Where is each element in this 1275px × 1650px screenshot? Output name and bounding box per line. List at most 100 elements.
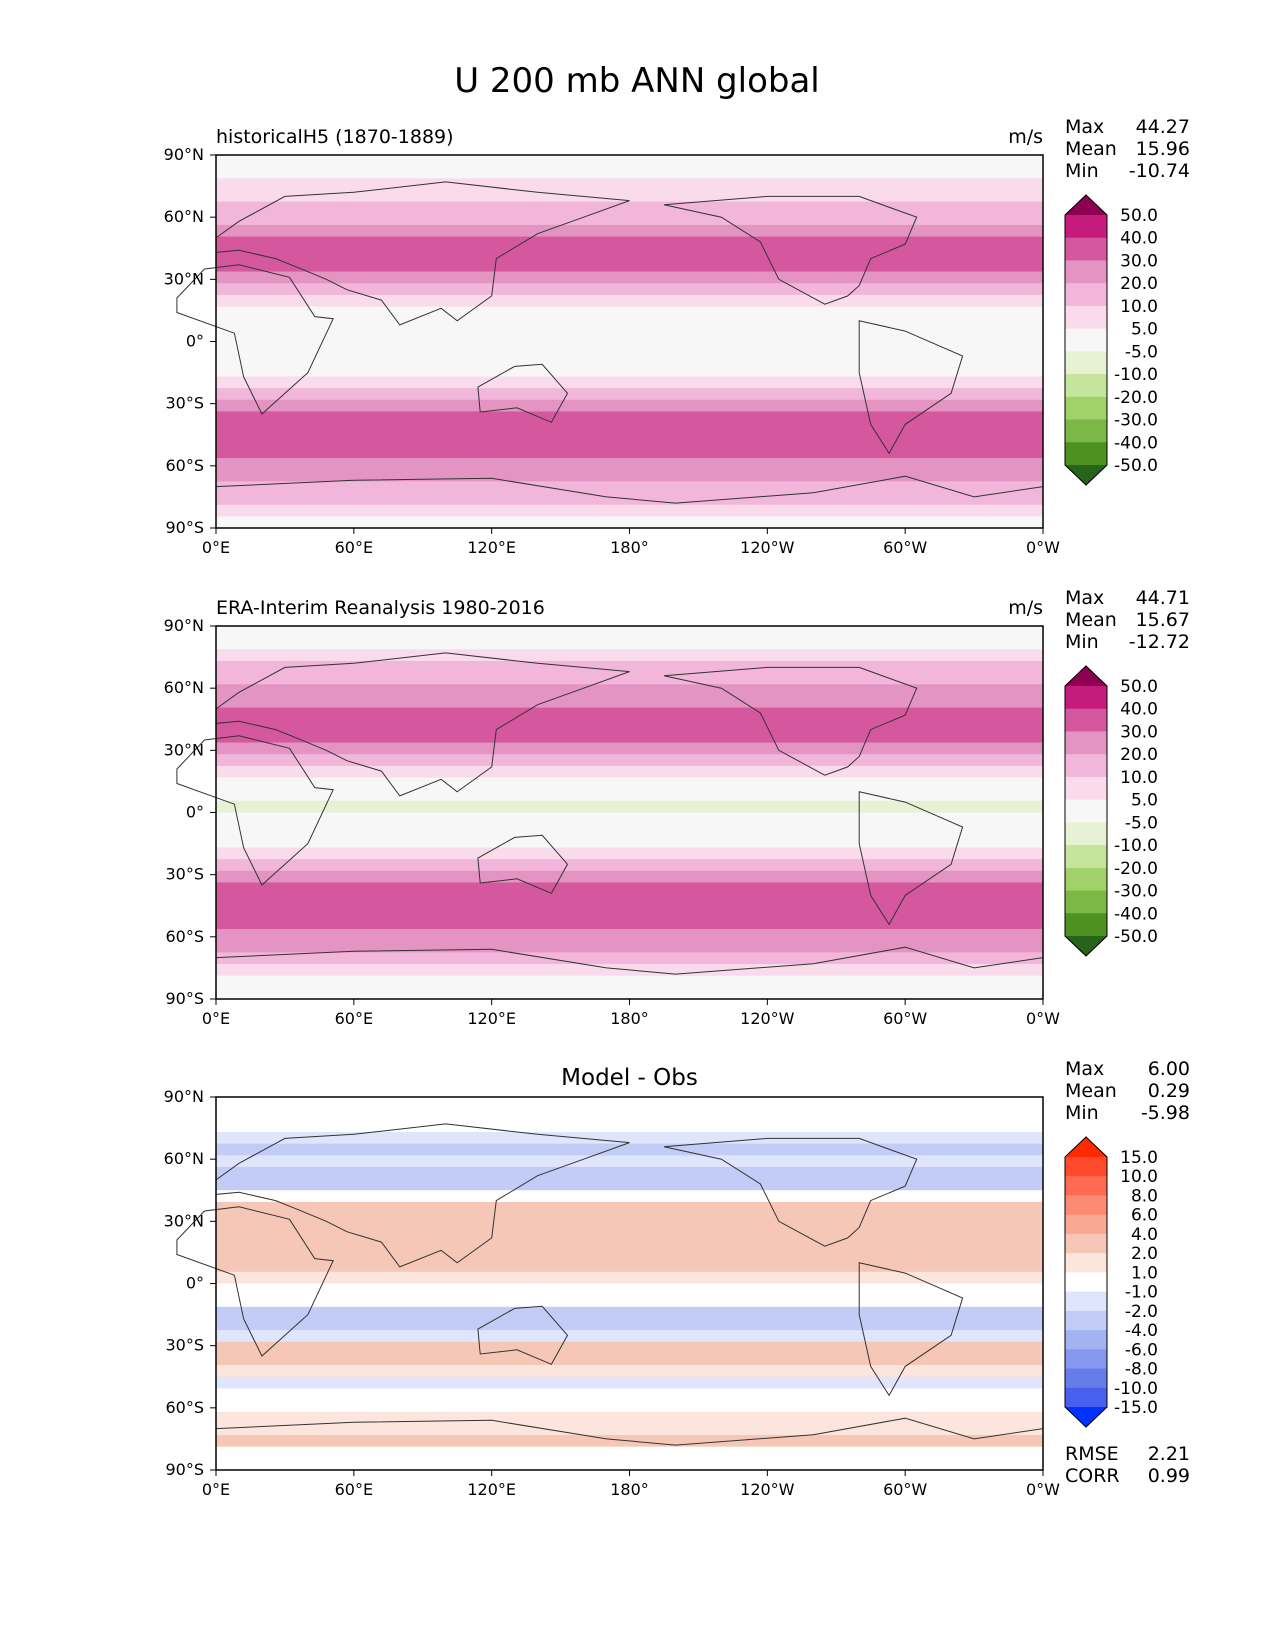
zonal-band [216, 929, 1043, 942]
zonal-band [216, 672, 1043, 685]
zonal-band [216, 458, 1043, 471]
zonal-band [216, 283, 1043, 296]
colorbar-label: -20.0 [1114, 859, 1158, 879]
zonal-band [216, 236, 1043, 249]
colorbar-segment [1065, 845, 1107, 869]
x-tick-label: 60°E [335, 538, 373, 557]
y-tick-label: 30°S [165, 1336, 204, 1355]
stat-label: Max [1065, 587, 1104, 609]
colorbar-label: -15.0 [1114, 1398, 1158, 1418]
zonal-band [216, 178, 1043, 191]
colorbar-label: 10.0 [1120, 297, 1158, 317]
colorbar-segment [1065, 1291, 1107, 1312]
zonal-band [216, 1295, 1043, 1308]
y-tick-label: 30°N [164, 740, 204, 759]
colorbar-label: -4.0 [1125, 1321, 1158, 1341]
coastline [215, 181, 630, 326]
colorbar-label: 30.0 [1120, 722, 1158, 742]
colorbar-outline [1064, 1136, 1108, 1428]
y-tick-label: 60°N [164, 678, 204, 697]
colorbar-extend-min [1065, 936, 1107, 956]
y-tick-label: 90°S [165, 1460, 204, 1479]
stat-value: -5.98 [1141, 1102, 1190, 1124]
stat-label: Mean [1065, 1080, 1117, 1102]
zonal-band [216, 516, 1043, 529]
zonal-band [216, 765, 1043, 779]
colorbar-segment [1065, 260, 1107, 284]
units-label: m/s [1008, 597, 1043, 619]
colorbar-label: -10.0 [1114, 365, 1158, 385]
x-tick-label: 120°W [740, 1009, 795, 1028]
coastline [215, 1417, 1044, 1446]
extra-stat-label: RMSE [1065, 1443, 1119, 1465]
stat-value: 44.27 [1136, 116, 1190, 138]
coastline [858, 791, 964, 926]
x-tick-label: 180° [610, 538, 649, 557]
x-tick-label: 120°W [740, 538, 795, 557]
coastline [858, 1262, 964, 1397]
colorbar-label: -20.0 [1114, 388, 1158, 408]
zonal-band [216, 1213, 1043, 1226]
colorbar-outline [1064, 194, 1108, 486]
zonal-band [216, 224, 1043, 238]
zonal-band [216, 434, 1043, 448]
units-label: m/s [1008, 126, 1043, 148]
colorbar-segment [1065, 1387, 1107, 1408]
zonal-band [216, 1248, 1043, 1261]
colorbar-label: 5.0 [1131, 791, 1158, 811]
zonal-band [216, 905, 1043, 919]
coastline [176, 264, 334, 415]
colorbar-label: -1.0 [1125, 1283, 1158, 1303]
y-tick-label: 90°N [164, 1087, 204, 1106]
stat-value: 0.29 [1148, 1080, 1190, 1102]
colorbar-segment [1065, 237, 1107, 261]
y-tick-label: 30°S [165, 394, 204, 413]
colorbar-label: 1.0 [1131, 1263, 1158, 1283]
colorbar-segment [1065, 419, 1107, 443]
zonal-band [216, 1388, 1043, 1401]
colorbar-label: 10.0 [1120, 1167, 1158, 1187]
colorbar-segment [1065, 1176, 1107, 1196]
zonal-band [216, 1155, 1043, 1168]
y-tick-label: 0° [186, 332, 204, 351]
colorbar-segment [1065, 890, 1107, 914]
zonal-band [216, 1236, 1043, 1250]
zonal-band [216, 1260, 1043, 1273]
stat-label: Min [1065, 160, 1099, 182]
stat-value: 44.71 [1136, 587, 1190, 609]
x-tick-label: 60°W [883, 538, 927, 557]
zonal-band [216, 1365, 1043, 1378]
colorbar-segment [1065, 328, 1107, 352]
zonal-band [216, 1330, 1043, 1343]
coastline [477, 834, 569, 894]
panel-reference: ERA-Interim Reanalysis 1980-2016 m/s 0°E 60… [164, 587, 1190, 1028]
zonal-band [216, 399, 1043, 413]
zonal-band [216, 329, 1043, 343]
coastlines [176, 181, 1044, 504]
x-tick-label: 120°E [467, 1009, 516, 1028]
zonal-band [216, 859, 1043, 872]
colorbar-segment [1065, 1368, 1107, 1389]
zonal-band [216, 882, 1043, 895]
colorbar-extend-max [1065, 666, 1107, 686]
y-tick-label: 60°N [164, 207, 204, 226]
zonal-band [216, 446, 1043, 459]
zonal-band [216, 1353, 1043, 1366]
zonal-band [216, 987, 1043, 1000]
zonal-band [216, 777, 1043, 790]
y-tick-label: 60°S [165, 1398, 204, 1417]
y-tick-label: 60°S [165, 927, 204, 946]
coastlines [176, 652, 1044, 975]
colorbar-label: 5.0 [1131, 320, 1158, 340]
zonal-band [216, 1341, 1043, 1355]
x-tick-label: 0°E [202, 538, 230, 557]
x-tick-label: 60°E [335, 1480, 373, 1499]
colorbar-label: 40.0 [1120, 229, 1158, 249]
y-tick-label: 60°S [165, 456, 204, 475]
colorbar-segment [1065, 1157, 1107, 1177]
coastline [663, 666, 918, 776]
coastline [663, 1137, 918, 1247]
colorbar-extend-max [1065, 195, 1107, 215]
coastline [215, 946, 1044, 975]
colorbar-label: 2.0 [1131, 1244, 1158, 1264]
